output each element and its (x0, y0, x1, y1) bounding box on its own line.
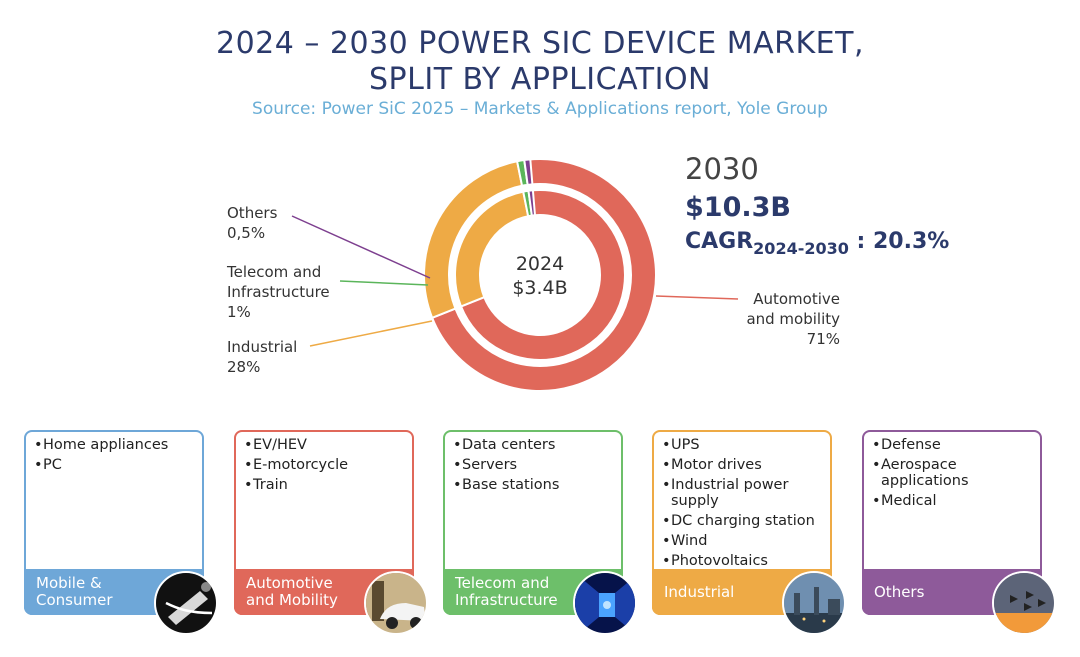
leader-line-automotive (655, 295, 739, 300)
segment-item: Wind (662, 533, 822, 549)
segment-item-list: UPS Motor drives Industrial power supply DC… (654, 432, 830, 569)
segment-item: Motor drives (662, 457, 822, 473)
factory-photo (782, 571, 846, 635)
label-automotive-line1: Automotive (753, 290, 840, 308)
segment-item: Photovoltaics (662, 553, 822, 569)
label-industrial-name: Industrial (227, 338, 298, 356)
segment-card: UPS Motor drives Industrial power supply DC… (652, 430, 846, 635)
segment-item-list: Data centers Servers Base stations (445, 432, 621, 493)
leader-line-others (291, 215, 431, 279)
segment-item-list: EV/HEV E-motorcycle Train (236, 432, 412, 493)
segment-card: Data centers Servers Base stations Telecom … (443, 430, 637, 635)
label-automotive-line2: and mobility (746, 310, 840, 328)
outer-ring-2030 (423, 158, 657, 392)
center-year: 2024 (516, 253, 564, 275)
cagr-range: 2024-2030 (753, 239, 849, 258)
jets-photo (992, 571, 1056, 635)
stat-year: 2030 (685, 152, 759, 186)
segment-item: PC (34, 457, 194, 473)
segment-item: Base stations (453, 477, 613, 493)
ring-2030-slice-others (523, 158, 534, 186)
chart-title-line2: SPLIT BY APPLICATION (369, 62, 711, 97)
segment-card: Home appliances PC Mobile &Consumer (24, 430, 218, 635)
ring-2030-slice-automotive (430, 158, 657, 392)
segment-item-list: Home appliances PC (26, 432, 202, 473)
server-room-photo (573, 571, 637, 635)
label-others-name: Others (227, 204, 278, 222)
segment-name: Industrial (664, 582, 735, 601)
leader-lines (291, 215, 739, 347)
segment-name: Others (874, 582, 925, 601)
label-automotive-pct: 71% (806, 330, 840, 348)
ring-2024-slice-others (527, 189, 537, 217)
segment-item: UPS (662, 437, 822, 453)
stat-cagr: CAGR2024-2030 : 20.3% (685, 229, 949, 258)
segment-item: Data centers (453, 437, 613, 453)
segment-name: Telecom and Infrastructure (455, 574, 558, 609)
ev-charging-photo (364, 571, 428, 635)
label-others: Others 0,5% (227, 203, 277, 243)
segment-item: E-motorcycle (244, 457, 404, 473)
segment-item-list: Defense Aerospace applications Medical (864, 432, 1040, 509)
donut-chart: 2024 $3.4B (291, 158, 739, 392)
segment-item: Aerospace applications (872, 457, 1032, 489)
cagr-value: : 20.3% (856, 229, 950, 254)
label-industrial: Industrial 28% (227, 337, 297, 377)
label-automotive: Automotive and mobility 71% (700, 289, 840, 349)
stat-value: $10.3B (685, 192, 791, 223)
label-telecom-line2: Infrastructure (227, 283, 330, 301)
segment-item: Servers (453, 457, 613, 473)
center-value: $3.4B (512, 277, 567, 299)
segment-item: Train (244, 477, 404, 493)
chart-title-line1: 2024 – 2030 POWER SIC DEVICE MARKET, (216, 26, 864, 61)
segment-card: Defense Aerospace applications Medical Othe… (862, 430, 1056, 635)
label-telecom-line1: Telecom and (227, 263, 322, 281)
label-telecom-pct: 1% (227, 303, 251, 321)
segment-item: Defense (872, 437, 1032, 453)
chart-source: Source: Power SiC 2025 – Markets & Appli… (252, 99, 828, 119)
label-others-pct: 0,5% (227, 224, 266, 242)
label-industrial-pct: 28% (227, 358, 261, 376)
segment-item: Medical (872, 493, 1032, 509)
leader-line-telecom (339, 280, 429, 286)
ring-2024-slice-automotive (459, 189, 626, 361)
laptop-photo (154, 571, 218, 635)
segment-name: Automotive and Mobility (246, 574, 338, 609)
segment-name: Mobile & Consumer (36, 574, 113, 609)
segment-item: DC charging station (662, 513, 822, 529)
leader-line-industrial (309, 320, 433, 347)
segment-item: Industrial power supply (662, 477, 822, 509)
segment-item: Home appliances (34, 437, 194, 453)
inner-ring-2024 (454, 189, 626, 361)
segment-item: EV/HEV (244, 437, 404, 453)
cagr-label: CAGR (685, 229, 754, 254)
label-telecom: Telecom and Infrastructure 1% (227, 262, 330, 322)
